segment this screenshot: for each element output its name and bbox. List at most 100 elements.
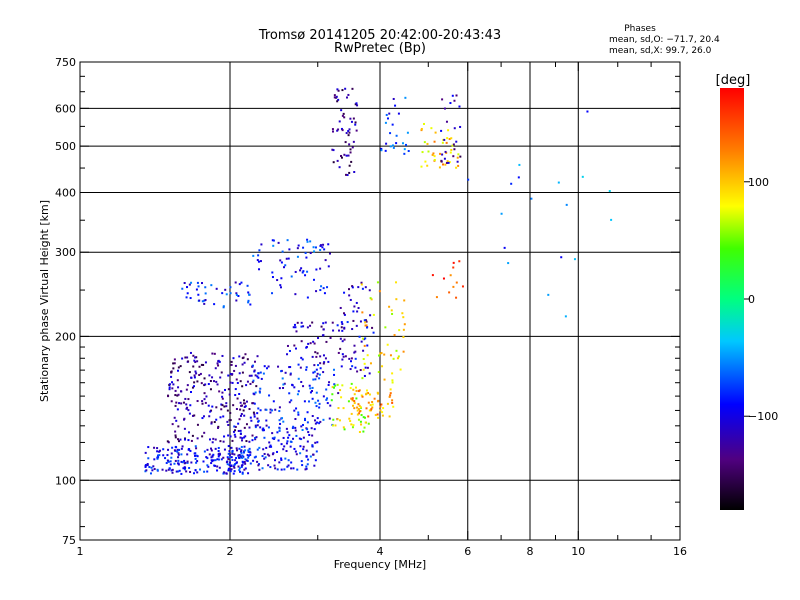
data-point: [196, 437, 199, 440]
data-point: [311, 444, 314, 447]
data-point: [340, 326, 343, 329]
data-point: [236, 397, 239, 400]
data-point: [360, 283, 363, 286]
data-point: [341, 329, 344, 332]
data-point: [367, 415, 370, 418]
data-point: [407, 150, 410, 153]
data-point: [296, 255, 299, 258]
data-point: [152, 465, 155, 468]
data-point: [581, 175, 584, 178]
data-point: [315, 375, 318, 378]
data-point: [295, 407, 298, 410]
data-point: [246, 380, 249, 383]
data-point: [166, 454, 169, 457]
data-point: [371, 326, 374, 329]
data-point: [305, 256, 308, 259]
data-point: [233, 464, 236, 467]
data-point: [302, 436, 305, 439]
data-point: [354, 350, 357, 353]
data-point: [244, 458, 247, 461]
data-point: [219, 416, 222, 419]
data-point: [368, 289, 371, 292]
data-point: [288, 392, 291, 395]
data-point: [304, 468, 307, 471]
data-point: [342, 355, 345, 358]
data-point: [339, 347, 342, 350]
data-point: [278, 406, 281, 409]
data-point: [517, 176, 520, 179]
data-point: [209, 410, 212, 413]
data-point: [171, 446, 174, 449]
data-point: [370, 409, 373, 412]
stats-line-x: mean, sd,X: 99.7, 26.0: [609, 46, 712, 56]
data-point: [354, 357, 357, 360]
data-point: [439, 152, 442, 155]
data-point: [247, 450, 250, 453]
data-point: [203, 398, 206, 401]
data-point: [455, 296, 458, 299]
data-point: [241, 454, 244, 457]
data-point: [307, 342, 310, 345]
data-point: [235, 299, 238, 302]
data-point: [362, 349, 365, 352]
data-point: [177, 393, 180, 396]
data-point: [319, 249, 322, 252]
data-point: [458, 105, 461, 108]
data-point: [284, 457, 287, 460]
data-point: [193, 454, 196, 457]
data-point: [190, 439, 193, 442]
data-point: [293, 386, 296, 389]
data-point: [456, 160, 459, 163]
data-point: [388, 112, 391, 115]
data-point: [221, 395, 224, 398]
data-point: [241, 439, 244, 442]
data-point: [356, 409, 359, 412]
data-point: [287, 257, 290, 260]
data-point: [231, 373, 234, 376]
data-point: [312, 278, 315, 281]
data-point: [156, 447, 159, 450]
data-point: [176, 408, 179, 411]
data-point: [171, 387, 174, 390]
data-point: [238, 454, 241, 457]
data-point: [296, 247, 299, 250]
data-point: [397, 112, 400, 115]
data-point: [324, 357, 327, 360]
data-point: [336, 100, 339, 103]
data-point: [183, 427, 186, 430]
x-tick-label: 10: [571, 545, 585, 558]
data-point: [342, 112, 345, 115]
data-point: [272, 244, 275, 247]
data-point: [273, 437, 276, 440]
data-point: [296, 393, 299, 396]
data-point: [257, 464, 260, 467]
x-tick-labels: 1 2 4 6 8 10 16: [77, 545, 688, 558]
data-point: [342, 312, 345, 315]
data-point: [144, 465, 147, 468]
stats-line-o: mean, sd,O: −71.7, 20.4: [609, 35, 720, 45]
data-point: [371, 406, 374, 409]
data-point: [178, 448, 181, 451]
data-point: [173, 449, 176, 452]
data-point: [349, 117, 352, 120]
data-point: [240, 445, 243, 448]
data-point: [339, 306, 342, 309]
data-point: [221, 391, 224, 394]
data-point: [389, 145, 392, 148]
data-point: [307, 458, 310, 461]
y-axis-label: Stationary phase Virtual Height [km]: [38, 200, 51, 402]
data-point: [228, 456, 231, 459]
data-point: [227, 434, 230, 437]
data-point: [441, 153, 444, 156]
data-point: [241, 471, 244, 474]
data-point: [385, 113, 388, 116]
data-point: [356, 406, 359, 409]
data-point: [248, 440, 251, 443]
axis-ticks: [79, 61, 681, 540]
data-point: [292, 425, 295, 428]
data-point: [250, 374, 253, 377]
data-point: [389, 388, 392, 391]
data-point: [255, 436, 258, 439]
data-point: [196, 423, 199, 426]
data-point: [273, 436, 276, 439]
